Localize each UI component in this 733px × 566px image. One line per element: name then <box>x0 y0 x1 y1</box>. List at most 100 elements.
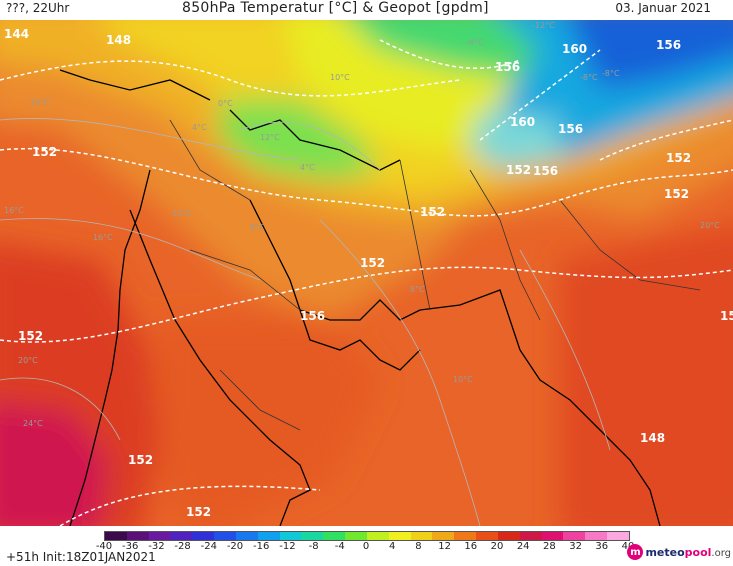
temperature-label-group: 0°C 4°C 10°C 16°C 16°C 20°C 24°C 12°C 10… <box>4 21 720 428</box>
weather-map: 148 152 152 152 152 152 152 152 148 156 … <box>0 20 733 526</box>
footer-bar: -40 -36 -32 -28 -24 -20 -16 -12 -8 -4 0 4 8 12 16 20 24 2… <box>0 526 733 566</box>
temperature-label: 20°C <box>700 221 720 230</box>
colorbar-swatch <box>607 532 629 540</box>
geopotential-label: 160 <box>562 42 587 56</box>
temperature-label: 10°C <box>330 73 350 82</box>
geopotential-label-group: 148 152 152 152 152 152 152 152 148 156 … <box>4 27 691 519</box>
colorbar-swatch <box>454 532 477 540</box>
geopotential-label: 160 <box>510 115 535 129</box>
temperature-label: 0°C <box>218 99 233 108</box>
colorbar-tick-label: -24 <box>200 541 217 552</box>
temperature-label: 20°C <box>18 356 38 365</box>
temperature-label: 24°C <box>23 419 43 428</box>
colorbar-tick-label: 20 <box>490 541 504 552</box>
colorbar-swatch <box>323 532 346 540</box>
geopotential-isolines <box>0 39 733 526</box>
colorbar-swatch <box>235 532 258 540</box>
geopotential-label: 152 <box>32 145 57 159</box>
colorbar-swatch <box>214 532 236 540</box>
colorbar-swatch <box>170 532 193 540</box>
colorbar-tick-label: 24 <box>516 541 530 552</box>
temperature-label: 4°C <box>300 163 315 172</box>
colorbar-tick-label: 8 <box>415 541 422 552</box>
logo-text-meteo: meteo <box>645 545 685 559</box>
chart-title: 850hPa Temperatur [°C] & Geopot [gpdm] <box>182 0 489 16</box>
colorbar-swatch <box>148 532 171 540</box>
temperature-label: 8°C <box>410 285 425 294</box>
geopotential-label: 152 <box>664 187 689 201</box>
colorbar-swatch <box>366 532 389 540</box>
temperature-label: -8°C <box>602 69 620 78</box>
temperature-label: -12°C <box>532 21 555 30</box>
temperature-label: 16°C <box>93 233 113 242</box>
colorbar-swatch <box>126 532 149 540</box>
colorbar-tick-label: 36 <box>595 541 609 552</box>
temperature-label: 10°C <box>30 98 50 107</box>
geopotential-label: 152 <box>18 329 43 343</box>
colorbar-swatch <box>541 532 564 540</box>
colorbar-swatch <box>497 532 520 540</box>
colorbar-tick-label: 32 <box>569 541 582 552</box>
geopotential-label: 152 <box>186 505 211 519</box>
model-run-info: +51h Init:18Z01JAN2021 <box>6 550 156 564</box>
colorbar-swatch <box>345 532 367 540</box>
geopotential-label: 156 <box>656 38 681 52</box>
temperature-label: 12°C <box>172 209 192 218</box>
colorbar-swatch <box>563 532 586 540</box>
colorbar-tick-label: -28 <box>174 541 191 552</box>
geopotential-label: 152 <box>360 256 385 270</box>
geopotential-label: 148 <box>106 33 131 47</box>
temperature-label: 8°C <box>250 223 265 232</box>
temperature-label: 16°C <box>4 206 24 215</box>
colorbar-tick-label: 16 <box>464 541 478 552</box>
temperature-shading <box>0 20 733 526</box>
logo-text-pool: pool <box>684 545 712 559</box>
logo-text-tld: .org <box>711 547 731 559</box>
geopotential-label: 148 <box>640 431 665 445</box>
colorbar-tick-label: 0 <box>362 541 370 552</box>
colorbar-tick-label: -12 <box>279 541 296 552</box>
geopotential-label: 152 <box>420 205 445 219</box>
colorbar-tick-label: -40 <box>95 541 113 552</box>
colorbar-swatch <box>585 532 608 540</box>
coastlines <box>59 69 661 526</box>
colorbar-tick-label: -4 <box>334 541 345 552</box>
geopotential-label: 156 <box>495 60 520 74</box>
geopotential-label: 152 <box>506 163 531 177</box>
colorbar-tick-label: -32 <box>148 541 165 552</box>
meteopool-logo[interactable]: m meteopool.org <box>627 542 731 562</box>
logo-icon: m <box>627 544 644 560</box>
colorbar-swatch <box>410 532 433 540</box>
colorbar-swatch <box>519 532 542 540</box>
country-borders <box>169 119 701 431</box>
geopotential-label: 152 <box>666 151 691 165</box>
header-bar: ???, 22Uhr 850hPa Temperatur [°C] & Geop… <box>0 0 733 20</box>
forecast-date: 03. Januar 2021 <box>615 1 711 15</box>
colorbar-swatch <box>279 532 302 540</box>
temperature-colorbar <box>104 531 630 541</box>
colorbar-tick-label: 12 <box>438 541 451 552</box>
temperature-label: 12°C <box>260 133 280 142</box>
colorbar-swatch <box>192 532 215 540</box>
colorbar-swatch <box>105 532 127 540</box>
geopotential-label: 152 <box>128 453 153 467</box>
colorbar-swatch <box>432 532 455 540</box>
temperature-label: -4°C <box>466 38 484 47</box>
temperature-label: 10°C <box>453 375 473 384</box>
geopotential-label: 156 <box>533 164 558 178</box>
location-time: ???, 22Uhr <box>6 1 70 15</box>
logo-text: meteopool.org <box>645 546 731 559</box>
colorbar-tick-label: -8 <box>308 541 319 552</box>
colorbar-swatch <box>301 532 324 540</box>
temperature-label: 4°C <box>192 123 207 132</box>
geopotential-label: 156 <box>558 122 583 136</box>
colorbar-swatch <box>388 532 411 540</box>
colorbar-tick-label: -16 <box>253 541 270 552</box>
colorbar-tick-label: 28 <box>543 541 556 552</box>
geopotential-label: 144 <box>4 27 29 41</box>
colorbar-tick-label: -20 <box>226 541 244 552</box>
geopotential-label: 152 <box>720 309 733 323</box>
colorbar-tick-label: 4 <box>389 541 396 552</box>
temperature-label: -8°C <box>580 73 598 82</box>
colorbar-tick-label: -36 <box>122 541 139 552</box>
